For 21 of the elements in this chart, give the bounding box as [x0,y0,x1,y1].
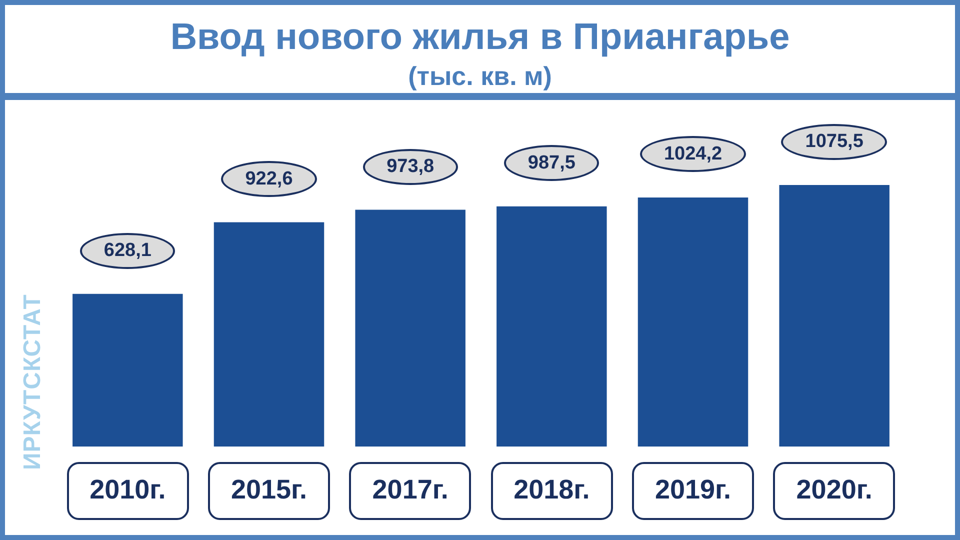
bar [496,206,607,447]
data-label: 987,5 [528,152,576,174]
bar [638,197,748,447]
x-tick-label: 2017г. [372,474,448,504]
data-label: 1024,2 [664,144,722,165]
chart-subtitle: (тыс. кв. м) [407,61,553,91]
data-label: 1075,5 [805,131,864,152]
data-label: 628,1 [104,240,152,262]
x-tick-label: 2015г. [230,474,308,504]
x-tick-label: 2010г. [90,474,166,504]
bar [72,294,183,447]
bar [214,222,324,447]
data-label: 922,6 [245,168,293,190]
data-label: 973,8 [386,156,434,177]
x-tick-label: 2020г. [796,474,872,504]
text: ИРКУТСКСТАТ [19,294,47,470]
chart-title: Ввод нового жилья в Приангарье [169,16,791,58]
bar [779,185,890,447]
x-tick-label: 2019г. [654,474,732,504]
x-tick-label: 2018г. [514,474,590,504]
bar [355,210,466,447]
